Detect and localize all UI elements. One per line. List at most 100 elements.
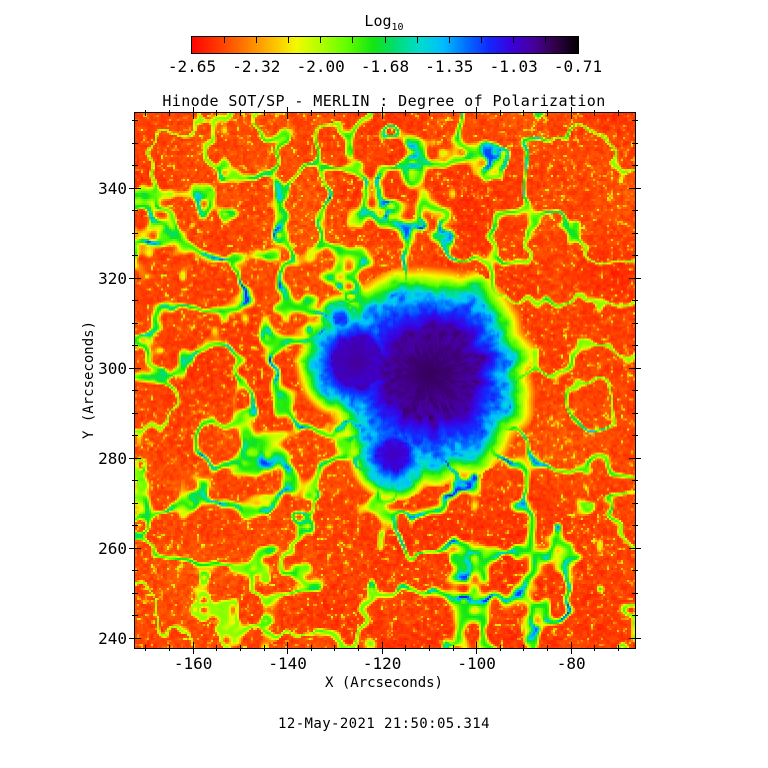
tick-mark bbox=[617, 645, 619, 651]
y-tick-label: 260 bbox=[98, 539, 127, 559]
colorbar-tick-label: -2.00 bbox=[296, 57, 345, 76]
y-tick-label: 340 bbox=[98, 179, 127, 199]
x-tick-label: -100 bbox=[457, 654, 496, 673]
x-tick-label: -160 bbox=[173, 654, 213, 673]
y-tick-label: 300 bbox=[98, 359, 127, 379]
y-tick-label: 240 bbox=[98, 629, 127, 649]
tick-mark bbox=[145, 645, 147, 651]
tick-mark bbox=[632, 615, 638, 617]
colorbar-tick-mark bbox=[481, 37, 482, 43]
tick-mark bbox=[192, 107, 194, 119]
tick-mark bbox=[132, 480, 138, 482]
tick-mark bbox=[358, 110, 360, 116]
tick-mark bbox=[132, 412, 138, 414]
colorbar-tick-label: -1.03 bbox=[489, 57, 538, 76]
tick-mark bbox=[428, 645, 430, 651]
x-tick-label: -80 bbox=[556, 654, 586, 673]
tick-mark bbox=[629, 637, 641, 639]
plot-frame bbox=[129, 107, 641, 654]
colorbar-tick-mark bbox=[255, 37, 257, 43]
tick-mark bbox=[476, 642, 478, 654]
tick-mark bbox=[132, 570, 138, 572]
tick-mark bbox=[629, 187, 641, 189]
colorbar-tick-mark bbox=[545, 37, 547, 43]
colorbar-tick-mark bbox=[320, 37, 322, 43]
y-tick-label: 320 bbox=[98, 269, 127, 289]
colorbar bbox=[191, 36, 579, 54]
tick-mark bbox=[632, 300, 638, 302]
tick-mark bbox=[132, 525, 138, 527]
tick-mark bbox=[287, 107, 289, 119]
tick-mark bbox=[132, 232, 138, 234]
tick-mark bbox=[381, 107, 383, 119]
tick-mark bbox=[632, 412, 638, 414]
colorbar-tick-label: -2.65 bbox=[167, 57, 217, 76]
plot-title: Hinode SOT/SP - MERLIN : Degree of Polar… bbox=[162, 92, 606, 110]
tick-mark bbox=[523, 645, 525, 651]
tick-mark bbox=[632, 570, 638, 572]
tick-mark bbox=[499, 645, 501, 651]
colorbar-tick-mark bbox=[352, 37, 354, 43]
tick-mark bbox=[310, 645, 312, 651]
tick-mark bbox=[129, 187, 141, 189]
tick-mark bbox=[216, 110, 218, 116]
colorbar-title-text: Log bbox=[364, 12, 392, 30]
tick-mark bbox=[523, 110, 525, 116]
tick-mark bbox=[145, 110, 147, 116]
tick-mark bbox=[239, 645, 241, 651]
colorbar-tick-label: -0.71 bbox=[553, 57, 603, 76]
colorbar-tick-label: -1.68 bbox=[360, 57, 410, 76]
tick-mark bbox=[632, 322, 638, 324]
colorbar-tick-mark bbox=[448, 37, 450, 43]
tick-mark bbox=[476, 107, 478, 119]
tick-mark bbox=[632, 120, 638, 122]
colorbar-tick-mark bbox=[288, 37, 289, 43]
tick-mark bbox=[547, 110, 549, 116]
tick-mark bbox=[632, 592, 638, 594]
tick-mark bbox=[594, 645, 596, 651]
tick-mark bbox=[129, 547, 141, 549]
tick-mark bbox=[132, 165, 138, 167]
tick-mark bbox=[629, 277, 641, 279]
tick-mark bbox=[129, 457, 141, 459]
tick-mark bbox=[132, 322, 138, 324]
tick-mark bbox=[632, 165, 638, 167]
tick-mark bbox=[239, 110, 241, 116]
tick-mark bbox=[132, 255, 138, 257]
tick-mark bbox=[632, 525, 638, 527]
tick-mark bbox=[129, 277, 141, 279]
tick-mark bbox=[405, 110, 407, 116]
tick-mark bbox=[632, 502, 638, 504]
tick-mark bbox=[132, 142, 138, 144]
tick-mark bbox=[632, 255, 638, 257]
colorbar-tick-label: -1.35 bbox=[425, 57, 474, 76]
x-tick-label: -120 bbox=[362, 654, 402, 673]
colorbar-title-subscript: 10 bbox=[391, 22, 404, 33]
tick-mark bbox=[632, 435, 638, 437]
colorbar-title: Log10 bbox=[0, 12, 768, 33]
tick-mark bbox=[216, 645, 218, 651]
tick-mark bbox=[334, 110, 336, 116]
tick-mark bbox=[132, 502, 138, 504]
x-axis-title: X (Arcseconds) bbox=[324, 675, 443, 691]
tick-mark bbox=[132, 390, 138, 392]
tick-mark bbox=[168, 110, 170, 116]
tick-mark bbox=[629, 457, 641, 459]
tick-mark bbox=[132, 435, 138, 437]
tick-mark bbox=[632, 232, 638, 234]
tick-mark bbox=[132, 210, 138, 212]
tick-mark bbox=[632, 210, 638, 212]
tick-mark bbox=[132, 615, 138, 617]
tick-mark bbox=[632, 480, 638, 482]
tick-mark bbox=[570, 107, 572, 119]
colorbar-tick-label: -2.32 bbox=[232, 57, 281, 76]
tick-mark bbox=[358, 645, 360, 651]
colorbar-tick-mark bbox=[384, 37, 386, 43]
tick-mark bbox=[381, 642, 383, 654]
tick-mark bbox=[594, 110, 596, 116]
timestamp: 12-May-2021 21:50:05.314 bbox=[278, 716, 490, 732]
tick-mark bbox=[452, 645, 454, 651]
tick-mark bbox=[632, 142, 638, 144]
x-tick-label: -140 bbox=[268, 654, 307, 673]
